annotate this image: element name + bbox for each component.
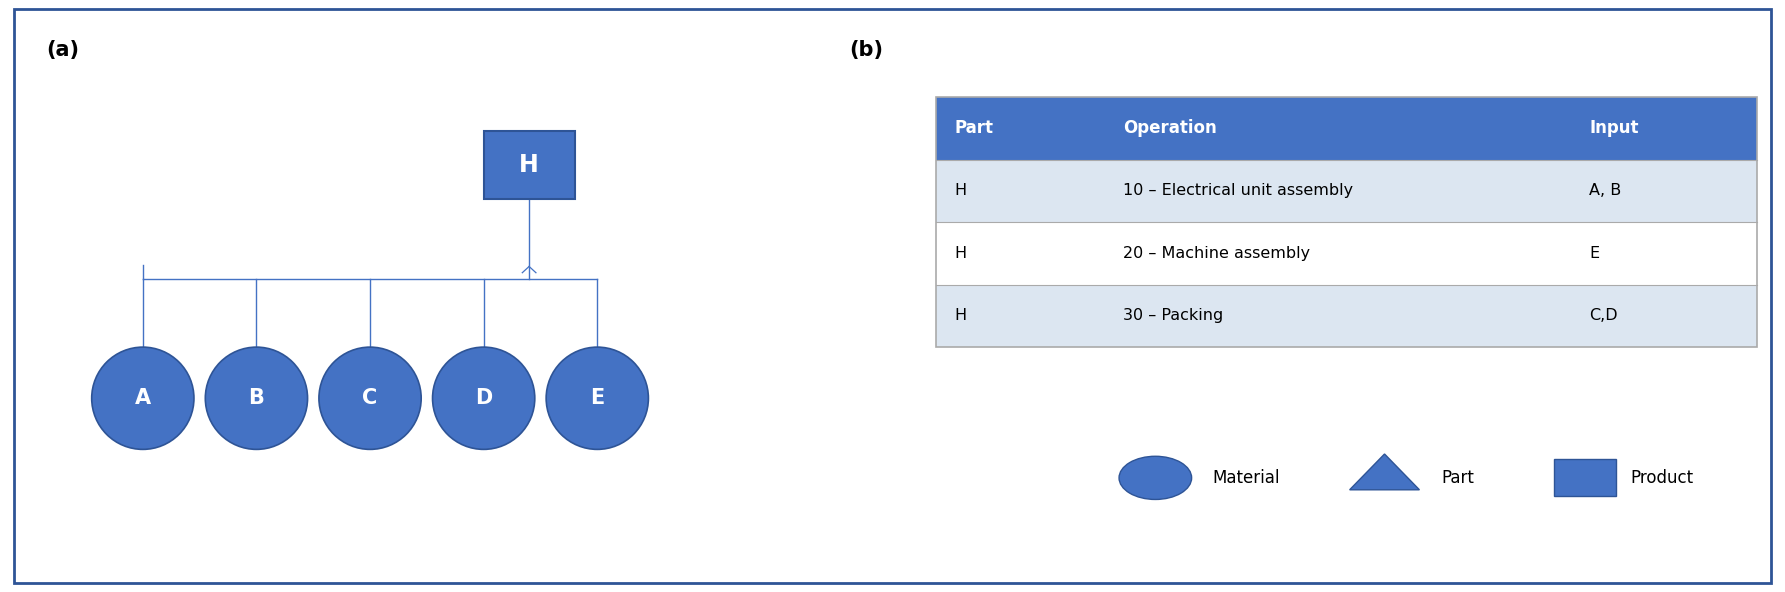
Circle shape (320, 347, 421, 449)
FancyBboxPatch shape (1103, 285, 1571, 347)
Text: C: C (362, 388, 378, 408)
FancyBboxPatch shape (484, 131, 575, 200)
Polygon shape (1349, 454, 1419, 490)
Text: 10 – Electrical unit assembly: 10 – Electrical unit assembly (1123, 184, 1353, 198)
FancyBboxPatch shape (935, 285, 1103, 347)
Text: B: B (248, 388, 264, 408)
Text: A, B: A, B (1589, 184, 1621, 198)
Circle shape (205, 347, 307, 449)
FancyBboxPatch shape (935, 222, 1103, 285)
FancyBboxPatch shape (1103, 97, 1571, 160)
Text: Part: Part (955, 120, 994, 137)
Text: H: H (955, 184, 967, 198)
FancyBboxPatch shape (1555, 459, 1615, 496)
Text: (a): (a) (46, 40, 79, 60)
Text: Operation: Operation (1123, 120, 1217, 137)
FancyBboxPatch shape (1571, 222, 1756, 285)
Text: H: H (955, 308, 967, 323)
Text: Input: Input (1589, 120, 1639, 137)
Text: H: H (519, 153, 539, 178)
Text: A: A (134, 388, 152, 408)
FancyBboxPatch shape (1571, 97, 1756, 160)
FancyBboxPatch shape (1103, 222, 1571, 285)
Circle shape (432, 347, 536, 449)
Text: E: E (1589, 246, 1599, 261)
Text: Material: Material (1212, 469, 1280, 487)
Text: Product: Product (1630, 469, 1694, 487)
Text: (b): (b) (850, 40, 884, 60)
FancyBboxPatch shape (935, 97, 1103, 160)
FancyBboxPatch shape (1103, 160, 1571, 222)
Text: C,D: C,D (1589, 308, 1617, 323)
Circle shape (1119, 456, 1192, 500)
Text: 20 – Machine assembly: 20 – Machine assembly (1123, 246, 1310, 261)
Text: Part: Part (1442, 469, 1474, 487)
Text: E: E (591, 388, 605, 408)
Circle shape (546, 347, 648, 449)
Text: D: D (475, 388, 493, 408)
Text: H: H (955, 246, 967, 261)
FancyBboxPatch shape (1571, 160, 1756, 222)
FancyBboxPatch shape (1571, 285, 1756, 347)
Text: 30 – Packing: 30 – Packing (1123, 308, 1223, 323)
FancyBboxPatch shape (935, 160, 1103, 222)
Circle shape (91, 347, 195, 449)
